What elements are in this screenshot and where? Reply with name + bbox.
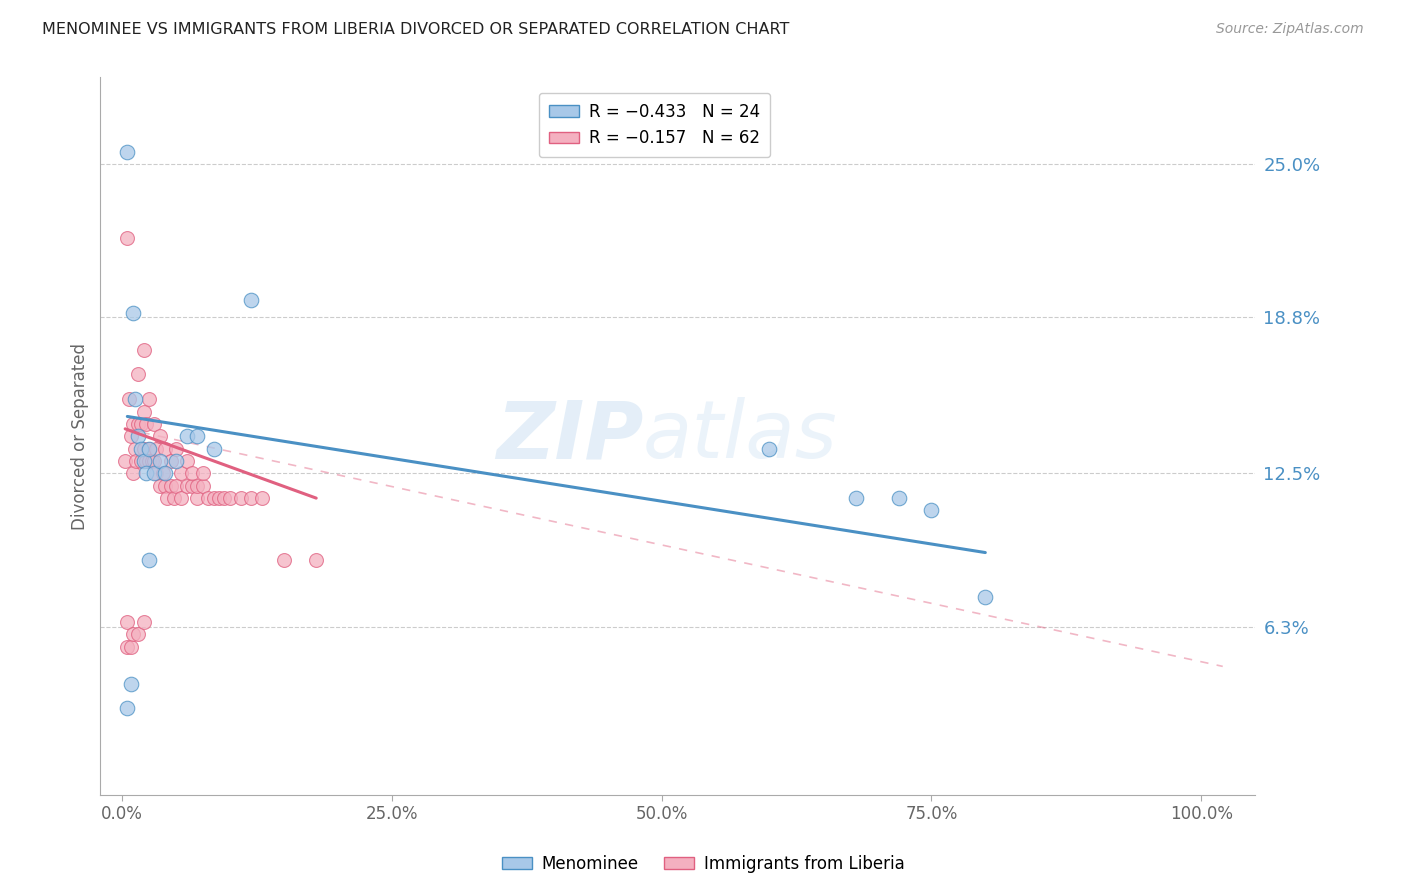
Point [191,479,214,493]
Point [138,553,160,567]
Point [124,442,146,456]
Point [159,479,181,493]
Text: ZIP: ZIP [496,397,643,475]
Point [218,491,240,505]
Point [117,615,139,629]
Point [143,467,166,481]
Point [252,491,274,505]
Point [186,429,208,443]
Point [153,479,176,493]
Point [121,417,143,431]
Point [121,467,143,481]
Point [191,467,214,481]
Y-axis label: Divorced or Separated: Divorced or Separated [72,343,89,530]
Point [229,491,252,505]
Point [138,442,160,456]
Point [208,491,231,505]
Point [165,479,187,493]
Point [125,454,148,468]
Point [143,417,166,431]
Point [165,442,187,456]
Point [186,491,208,505]
Point [132,343,155,357]
Text: Source: ZipAtlas.com: Source: ZipAtlas.com [1216,22,1364,37]
Point [887,491,910,505]
Point [135,467,157,481]
Point [138,442,160,456]
Point [127,368,149,382]
Point [176,454,198,468]
Point [176,479,198,493]
Point [163,491,186,505]
Point [132,404,155,418]
Point [118,392,141,406]
Point [202,442,225,456]
Point [124,392,146,406]
Point [153,467,176,481]
Legend: R = −0.433   N = 24, R = −0.157   N = 62: R = −0.433 N = 24, R = −0.157 N = 62 [538,93,770,157]
Point [127,429,149,443]
Point [845,491,868,505]
Point [149,479,172,493]
Point [197,491,219,505]
Point [121,627,143,641]
Point [240,491,263,505]
Point [149,454,172,468]
Point [114,454,136,468]
Point [143,454,166,468]
Point [153,442,176,456]
Point [132,615,155,629]
Text: MENOMINEE VS IMMIGRANTS FROM LIBERIA DIVORCED OR SEPARATED CORRELATION CHART: MENOMINEE VS IMMIGRANTS FROM LIBERIA DIV… [42,22,790,37]
Point [758,442,780,456]
Point [165,454,187,468]
Point [121,305,143,319]
Point [145,467,167,481]
Point [202,491,225,505]
Point [131,442,153,456]
Point [117,231,139,245]
Point [214,491,236,505]
Text: atlas: atlas [643,397,838,475]
Point [149,429,172,443]
Point [138,454,160,468]
Point [120,640,142,654]
Point [920,503,942,517]
Point [117,701,139,715]
Legend: Menominee, Immigrants from Liberia: Menominee, Immigrants from Liberia [495,848,911,880]
Point [170,467,193,481]
Point [132,454,155,468]
Point [176,429,198,443]
Point [120,676,142,690]
Point [181,467,204,481]
Point [135,417,157,431]
Point [186,479,208,493]
Point [156,491,179,505]
Point [152,467,174,481]
Point [273,553,295,567]
Point [135,454,157,468]
Point [127,627,149,641]
Point [170,491,193,505]
Point [141,454,163,468]
Point [117,640,139,654]
Point [240,293,263,307]
Point [305,553,328,567]
Point [159,454,181,468]
Point [127,417,149,431]
Point [131,417,153,431]
Point [974,590,997,604]
Point [145,442,167,456]
Point [132,442,155,456]
Point [138,392,160,406]
Point [120,429,142,443]
Point [181,479,204,493]
Point [117,145,139,159]
Point [131,454,153,468]
